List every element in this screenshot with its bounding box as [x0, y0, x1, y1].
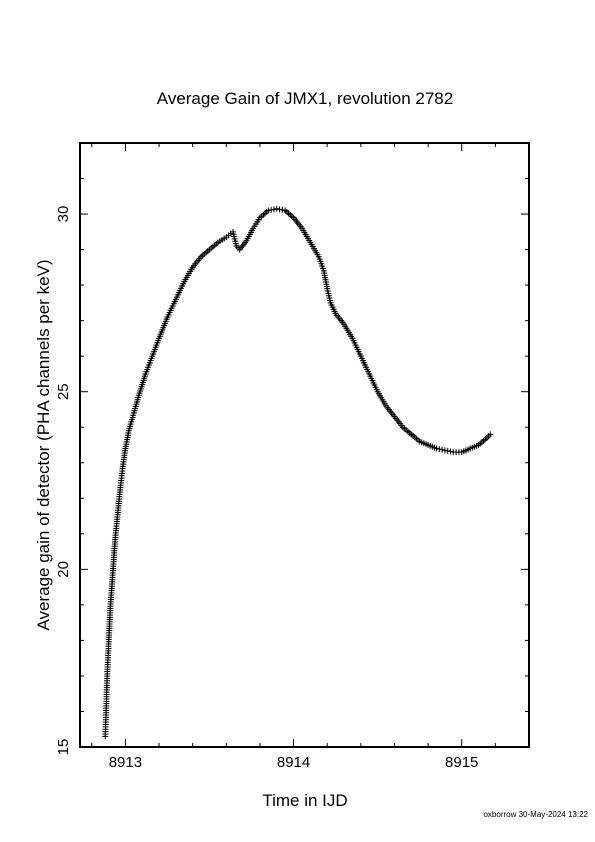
footer-timestamp: oxborrow 30-May-2024 13:22 [483, 810, 588, 819]
data-point [439, 446, 446, 453]
data-point [270, 206, 277, 213]
y-tick-label: 15 [55, 739, 72, 756]
data-point [447, 448, 454, 455]
x-tick-label: 8913 [109, 754, 142, 771]
y-tick-label: 25 [55, 383, 72, 400]
x-tick-label: 8914 [277, 754, 310, 771]
data-point [487, 431, 494, 438]
data-point [276, 206, 283, 213]
data-point [268, 206, 275, 213]
data-point [444, 447, 451, 454]
y-tick-label: 30 [55, 206, 72, 223]
chart-title: Average Gain of JMX1, revolution 2782 [157, 89, 453, 108]
data-point [441, 447, 448, 454]
data-points [102, 205, 494, 740]
data-point [433, 445, 440, 452]
data-point [273, 205, 280, 212]
data-point [265, 207, 272, 214]
data-point [436, 446, 443, 453]
x-tick-label: 8915 [445, 754, 478, 771]
plot-frame [79, 142, 530, 748]
x-axis-label: Time in IJD [262, 791, 347, 810]
data-point [279, 206, 286, 213]
axis-ticks [80, 142, 530, 748]
tick-labels: 8913 8914 8915 15 20 25 30 [55, 206, 478, 771]
y-tick-label: 20 [55, 561, 72, 578]
y-axis-label: Average gain of detector (PHA channels p… [34, 259, 53, 630]
